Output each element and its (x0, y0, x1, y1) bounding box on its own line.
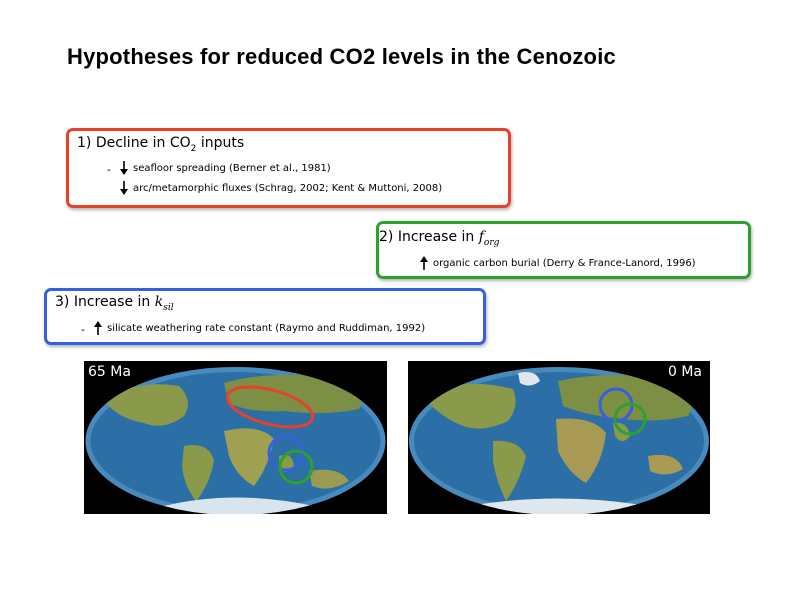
down-arrow-icon (120, 161, 128, 175)
hypothesis-2-heading: 2) Increase in forg (379, 229, 500, 248)
hypothesis-2-item-1: organic carbon burial (Derry & France-La… (419, 256, 696, 270)
bullet-dash: - (107, 163, 111, 176)
slide-title: Hypotheses for reduced CO2 levels in the… (67, 44, 616, 69)
hypothesis-box-co2-inputs: 1) Decline in CO2 inputs - seafloor spre… (66, 128, 511, 208)
up-arrow-icon (94, 321, 102, 335)
hypothesis-1-item-1: seafloor spreading (Berner et al., 1981) (119, 161, 331, 175)
bullet-dash: - (81, 323, 85, 336)
down-arrow-icon (120, 181, 128, 195)
map-label-0ma: 0 Ma (667, 364, 702, 380)
hypothesis-1-heading: 1) Decline in CO2 inputs (77, 135, 245, 154)
world-map-0ma-image (409, 367, 709, 515)
world-map-65ma-image (85, 367, 386, 515)
hypothesis-1-item-2: arc/metamorphic fluxes (Schrag, 2002; Ke… (119, 181, 442, 195)
hypothesis-3-heading: 3) Increase in ksil (55, 294, 174, 313)
paleogeographic-map-65ma: 65 Ma (84, 361, 387, 515)
map-label-65ma: 65 Ma (88, 364, 131, 380)
hypothesis-3-item-1: silicate weathering rate constant (Raymo… (93, 321, 425, 335)
paleogeographic-map-0ma: 0 Ma (408, 361, 710, 515)
up-arrow-icon (420, 256, 428, 270)
hypothesis-box-ksil: 3) Increase in ksil - silicate weatherin… (44, 288, 486, 345)
hypothesis-box-forg: 2) Increase in forg organic carbon buria… (376, 221, 751, 279)
